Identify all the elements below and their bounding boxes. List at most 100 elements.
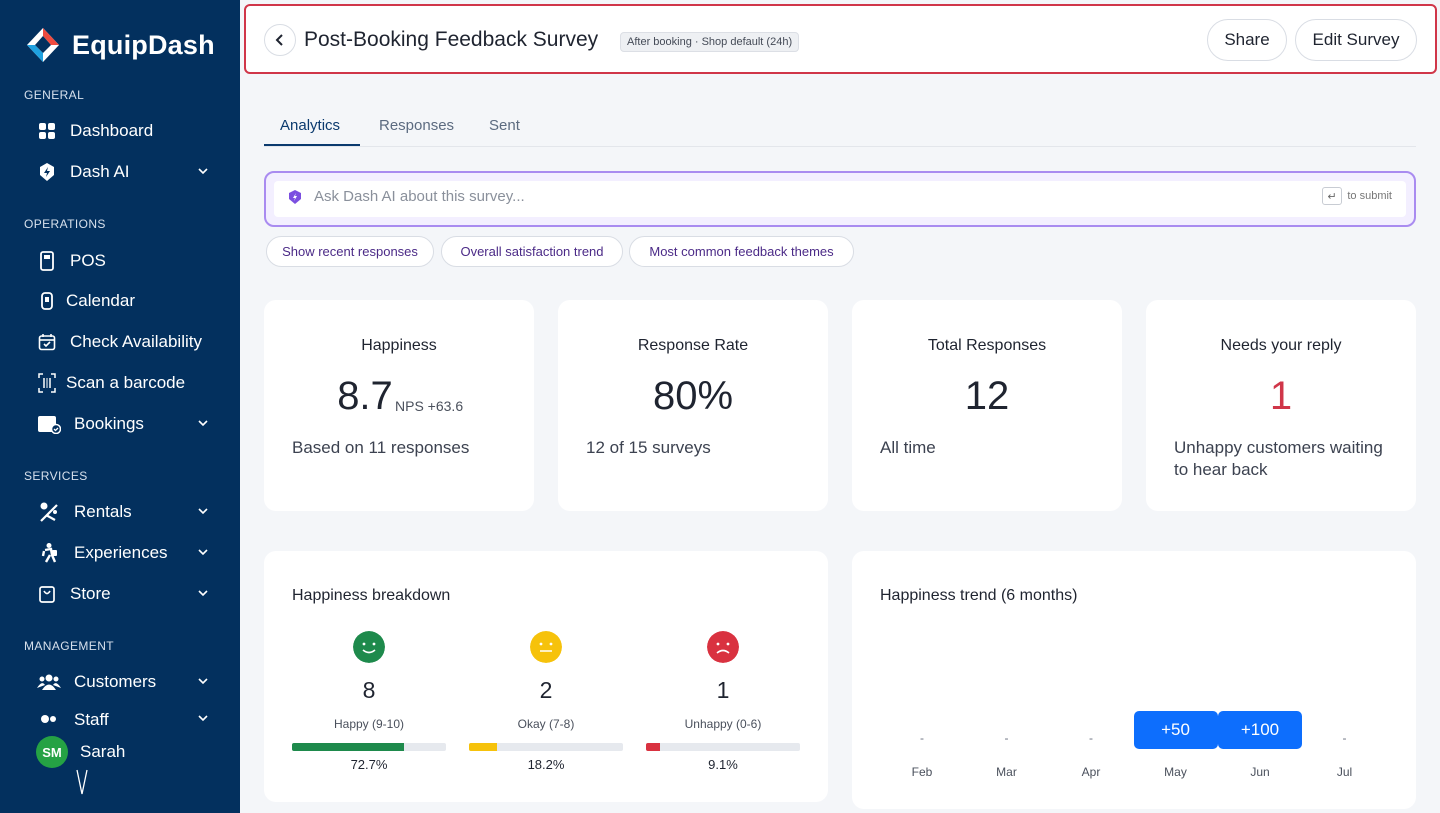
sidebar-item-scan-barcode[interactable]: Scan a barcode [24, 366, 220, 400]
experiences-hiker-icon [36, 542, 62, 564]
section-management: MANAGEMENT [24, 639, 115, 653]
user-profile[interactable]: SM Sarah [36, 736, 125, 768]
breakdown-count: 8 [362, 677, 376, 703]
sidebar-item-label: Staff [74, 710, 109, 729]
stat-title: Response Rate [637, 337, 749, 354]
sidebar-item-customers[interactable]: Customers [24, 665, 220, 699]
breakdown-bar-fill [646, 743, 660, 751]
store-bag-icon [36, 583, 58, 605]
tab-sent[interactable]: Sent [489, 117, 520, 134]
page-title: Post-Booking Feedback Survey [304, 28, 599, 51]
sidebar-item-pos[interactable]: POS [24, 244, 220, 278]
sidebar-item-label: Scan a barcode [66, 373, 186, 392]
section-title: Happiness trend (6 months) [880, 587, 1078, 604]
ai-ask-box: Ask Dash AI about this survey... ↵ to su… [264, 171, 1416, 227]
breakdown-percent: 72.7% [350, 757, 388, 772]
sidebar-item-staff[interactable]: Staff [24, 706, 220, 730]
sidebar-item-calendar[interactable]: Calendar [24, 284, 220, 318]
chevron-down-icon [198, 549, 208, 556]
sidebar: EquipDash GENERAL Dashboard Dash AI OPER… [0, 0, 240, 813]
happy-face-icon [353, 631, 385, 663]
sidebar-item-label: Dash AI [70, 162, 130, 181]
breakdown-bar-fill [469, 743, 498, 751]
sidebar-item-label: Customers [74, 672, 157, 691]
rentals-ski-icon [36, 501, 62, 523]
edit-survey-button[interactable]: Edit Survey [1295, 19, 1417, 61]
sidebar-item-label: POS [70, 251, 106, 270]
happiness-breakdown-card: Happiness breakdown 8 Happy (9-10) 72.7%… [264, 551, 828, 802]
ai-shield-icon [36, 161, 58, 183]
user-menu-chevron-icon[interactable] [74, 768, 90, 796]
tab-analytics[interactable]: Analytics [280, 117, 341, 134]
trend-month-feb: - Feb [880, 701, 964, 781]
stat-value: 1 [1269, 374, 1293, 418]
sidebar-item-bookings[interactable]: Bookings [24, 407, 220, 441]
sidebar-item-label: Check Availability [70, 332, 202, 351]
chevron-down-icon [198, 590, 208, 597]
staff-people-icon [36, 710, 62, 730]
stat-subtext: All time [880, 438, 936, 457]
chevron-down-icon [198, 678, 208, 685]
breakdown-percent: 18.2% [527, 757, 565, 772]
share-button[interactable]: Share [1207, 19, 1287, 61]
trend-month-may[interactable]: +50 May [1133, 701, 1218, 781]
breakdown-count: 2 [539, 677, 553, 703]
sidebar-item-label: Rentals [74, 502, 132, 521]
trend-month-label: Apr [1081, 765, 1101, 779]
sidebar-item-dashboard[interactable]: Dashboard [24, 114, 220, 148]
trend-empty-value: - [920, 731, 924, 745]
suggestion-chip-feedback-themes[interactable]: Most common feedback themes [629, 236, 854, 267]
response-rate-card: Response Rate 80% 12 of 15 surveys [558, 300, 828, 511]
sidebar-item-rentals[interactable]: Rentals [24, 495, 220, 529]
trend-empty-value: - [1342, 731, 1347, 745]
stat-value: 8.7 [337, 374, 393, 418]
sidebar-item-label: Dashboard [70, 121, 154, 140]
active-tab-indicator [264, 144, 360, 146]
back-button[interactable] [264, 24, 296, 56]
trend-month-jul: - Jul [1303, 701, 1387, 781]
section-general: GENERAL [24, 88, 85, 102]
sad-face-icon [707, 631, 739, 663]
trend-empty-value: - [1089, 731, 1093, 745]
sidebar-item-check-availability[interactable]: Check Availability [24, 325, 220, 359]
trend-month-label: May [1164, 765, 1187, 779]
trigger-badge: After booking · Shop default (24h) [620, 32, 800, 52]
pos-terminal-icon [36, 250, 58, 272]
trend-month-apr: - Apr [1049, 701, 1133, 781]
stat-title: Happiness [361, 337, 437, 354]
trend-empty-value: - [1004, 731, 1009, 745]
enter-key-icon: ↵ [1322, 187, 1342, 205]
stat-subtext: 12 of 15 surveys [586, 438, 711, 457]
page-header: Post-Booking Feedback Survey After booki… [244, 4, 1437, 74]
section-services: SERVICES [24, 469, 88, 483]
sidebar-item-store[interactable]: Store [24, 577, 220, 611]
trend-score-pill: +100 [1218, 711, 1302, 749]
neutral-face-icon [530, 631, 562, 663]
calendar-device-icon [36, 290, 58, 312]
ai-ask-input[interactable]: Ask Dash AI about this survey... ↵ to su… [274, 181, 1406, 217]
trend-month-label: Feb [911, 765, 933, 779]
suggestion-chip-satisfaction-trend[interactable]: Overall satisfaction trend [441, 236, 623, 267]
stat-subtext: Based on 11 responses [292, 438, 470, 457]
breakdown-count: 1 [716, 677, 730, 703]
app-name: EquipDash [72, 29, 215, 60]
suggestion-chip-recent-responses[interactable]: Show recent responses [266, 236, 434, 267]
trend-month-jun[interactable]: +100 Jun [1218, 701, 1302, 781]
chevron-down-icon [198, 715, 208, 722]
user-name: Sarah [80, 742, 126, 761]
breakdown-label: Okay (7-8) [517, 717, 575, 731]
trend-month-label: Jun [1250, 765, 1270, 779]
needs-reply-card[interactable]: Needs your reply 1 Unhappy customers wai… [1146, 300, 1416, 511]
breakdown-okay: 2 Okay (7-8) 18.2% [469, 631, 623, 781]
dashboard-grid-icon [36, 120, 58, 142]
sidebar-item-dash-ai[interactable]: Dash AI [24, 155, 220, 189]
section-operations: OPERATIONS [24, 217, 106, 231]
app-logo[interactable]: EquipDash [24, 26, 215, 64]
tab-responses[interactable]: Responses [379, 117, 455, 134]
breakdown-label: Happy (9-10) [333, 717, 405, 731]
breakdown-bar [469, 743, 623, 751]
trend-score-pill: +50 [1133, 711, 1218, 749]
sidebar-item-label: Calendar [66, 291, 135, 310]
sidebar-item-experiences[interactable]: Experiences [24, 536, 220, 570]
breakdown-bar-fill [292, 743, 404, 751]
